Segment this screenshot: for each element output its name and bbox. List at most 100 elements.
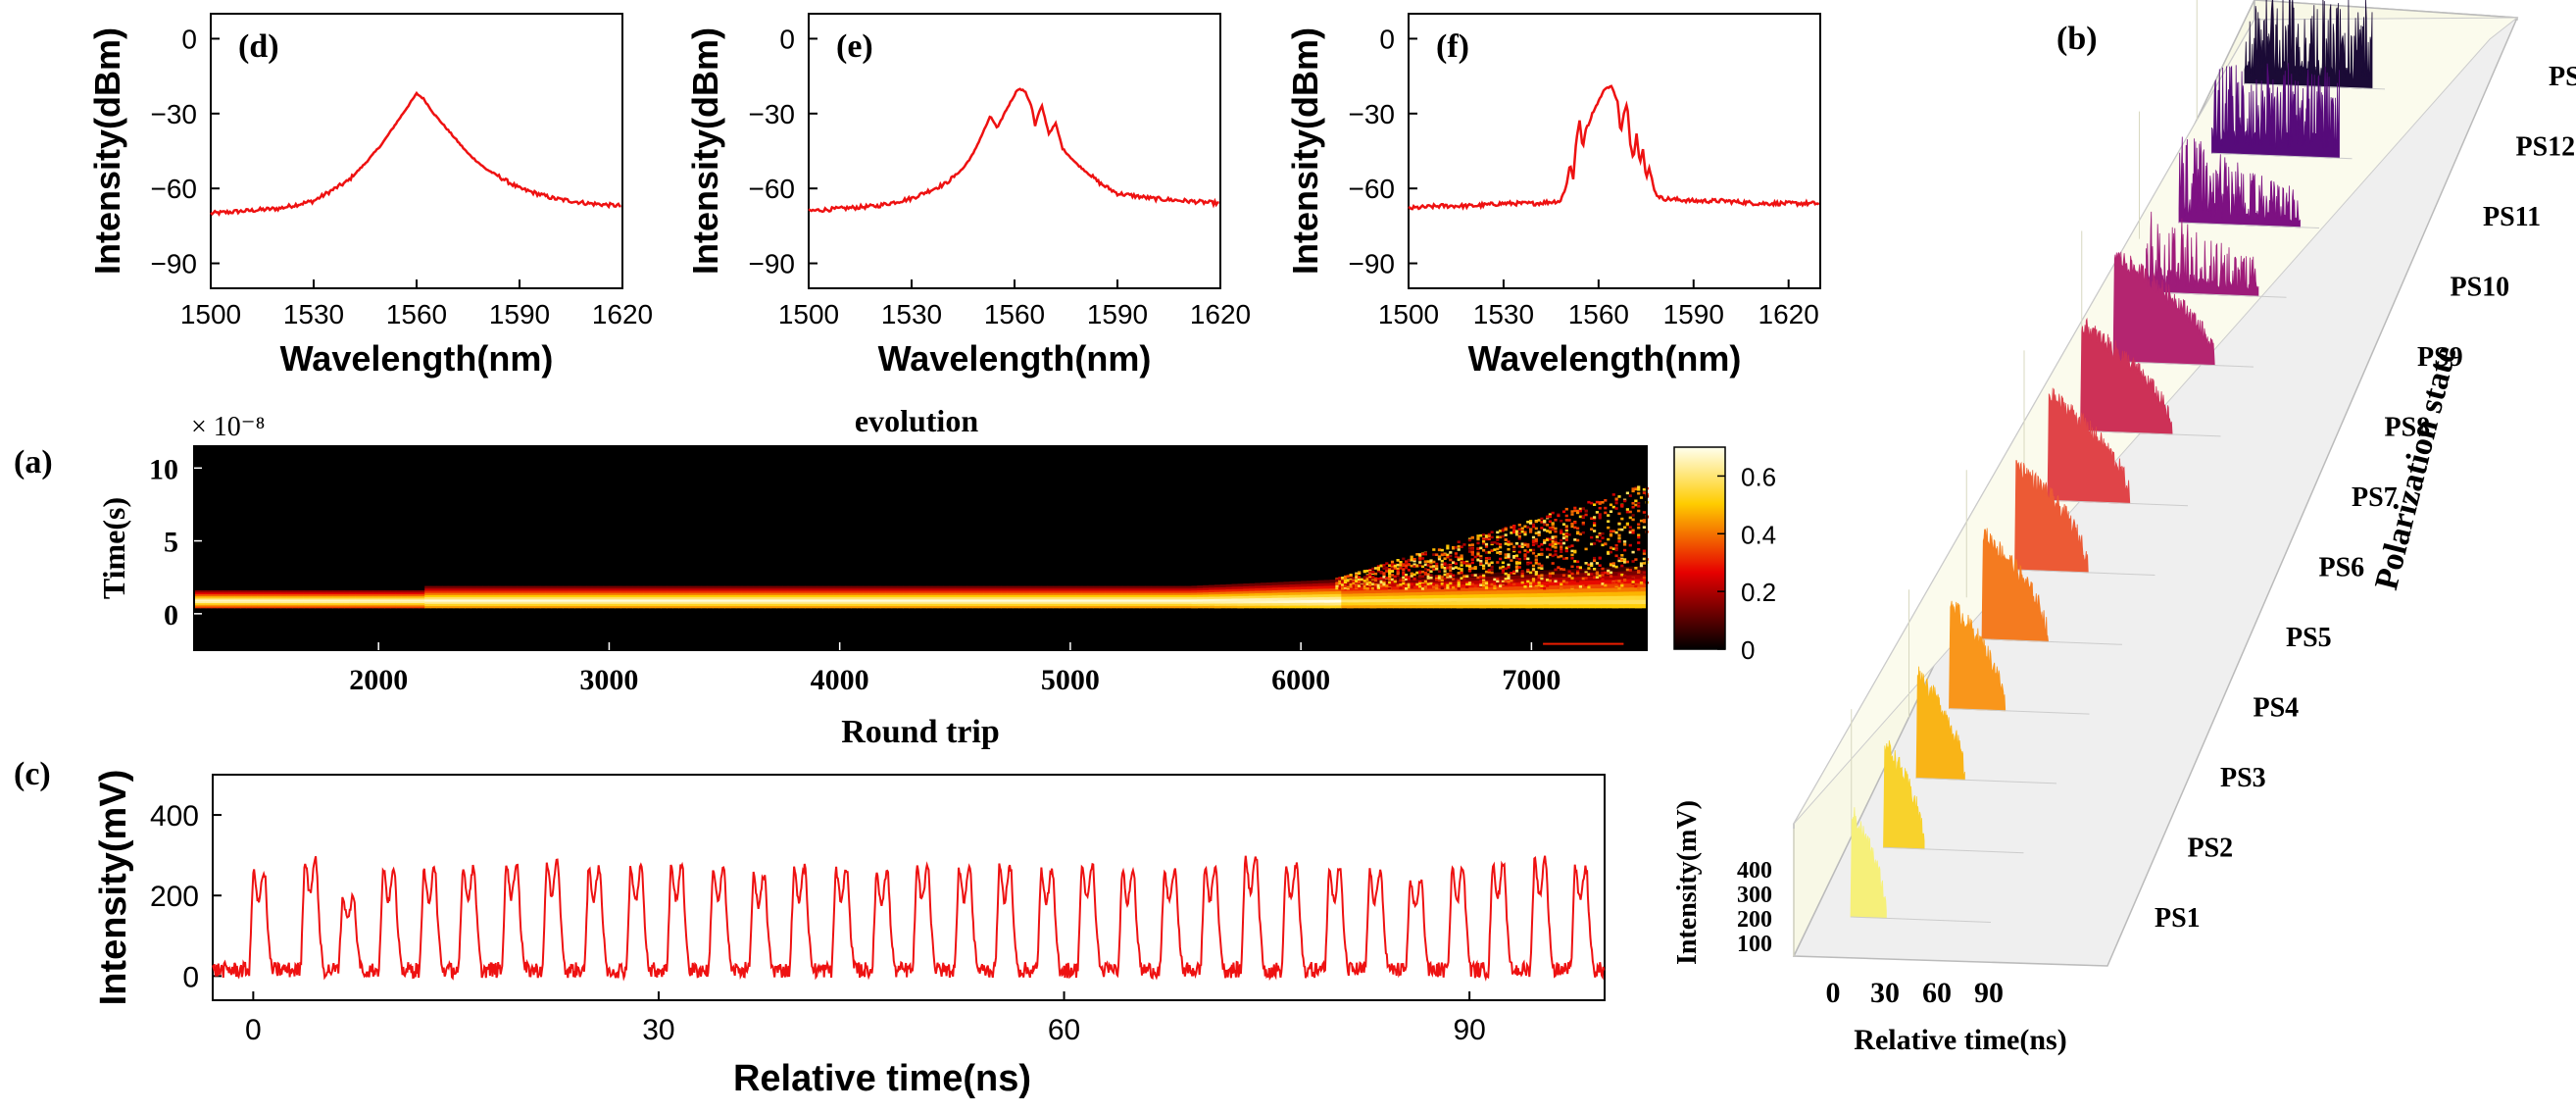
heatmap-cell — [1617, 571, 1625, 576]
heatmap-cell — [274, 590, 281, 593]
heatmap-cell — [349, 600, 357, 603]
heatmap-cell — [338, 597, 345, 600]
heatmap-cell — [609, 596, 616, 600]
heatmap-cell — [925, 601, 933, 604]
heatmap-cell — [407, 591, 415, 595]
heatmap-cell — [707, 603, 714, 607]
heatmap-cell — [585, 603, 593, 607]
colorbar-tick-label: 0.2 — [1741, 578, 1776, 607]
heatmap-cell — [1465, 564, 1469, 568]
heatmap-cell — [1323, 587, 1331, 592]
heatmap-cell — [925, 594, 933, 598]
heatmap-cell — [1623, 599, 1630, 605]
heatmap-cell — [943, 599, 950, 602]
heatmap-cell — [925, 592, 933, 595]
heatmap-cell — [343, 595, 351, 598]
heatmap-cell — [390, 593, 397, 596]
heatmap-cell — [1576, 560, 1580, 564]
heatmap-cell — [476, 605, 483, 609]
heatmap-cell — [1487, 564, 1491, 567]
heatmap-cell — [1243, 598, 1250, 601]
heatmap-cell — [874, 594, 881, 598]
heatmap-cell — [603, 590, 610, 593]
heatmap-cell — [1081, 590, 1089, 593]
heatmap-cell — [1452, 578, 1456, 581]
heatmap-cell — [799, 587, 806, 591]
heatmap-cell — [419, 600, 425, 603]
heatmap-cell — [194, 597, 201, 600]
heatmap-cell — [1352, 583, 1356, 587]
heatmap-cell — [811, 599, 817, 602]
heatmap-cell — [1075, 587, 1083, 591]
heatmap-cell — [367, 602, 373, 605]
heatmap-cell — [1620, 554, 1624, 557]
heatmap-cell — [563, 594, 570, 598]
heatmap-cell — [419, 604, 425, 607]
heatmap-cell — [228, 595, 235, 598]
heatmap-cell — [217, 600, 223, 603]
heatmap-cell — [1335, 584, 1339, 588]
heatmap-cell — [1410, 585, 1417, 589]
heatmap-cell — [678, 599, 685, 602]
heatmap-cell — [292, 599, 299, 602]
heatmap-cell — [1029, 603, 1037, 607]
heatmap-cell — [1343, 584, 1348, 588]
heatmap-cell — [735, 592, 743, 595]
heatmap-cell — [280, 591, 287, 595]
heatmap-cell — [390, 606, 397, 609]
heatmap-cell — [1283, 591, 1290, 595]
heatmap-cell — [845, 605, 852, 609]
heatmap-cell — [1476, 541, 1480, 545]
heatmap-cell — [805, 605, 812, 609]
heatmap-cell — [1341, 582, 1345, 584]
heatmap-cell — [1405, 566, 1409, 570]
heatmap-cell — [395, 595, 403, 598]
heatmap-cell — [372, 602, 379, 605]
heatmap-cell — [1507, 563, 1511, 567]
heatmap-cell — [1219, 596, 1227, 599]
heatmap-cell — [453, 603, 461, 607]
heatmap-cell — [983, 603, 991, 607]
heatmap-cell — [609, 599, 616, 602]
heatmap-cell — [1531, 551, 1536, 555]
heatmap-cell — [971, 599, 979, 602]
heatmap-cell — [1551, 545, 1555, 548]
heatmap-cell — [701, 599, 708, 602]
heatmap-cell — [759, 605, 766, 609]
heatmap-cell — [1496, 547, 1500, 551]
heatmap-cell — [1590, 542, 1594, 546]
heatmap-cell — [1631, 531, 1635, 534]
heatmap-cell — [1560, 569, 1567, 574]
heatmap-cell — [1341, 593, 1348, 597]
heatmap-cell — [1343, 582, 1348, 586]
heatmap-cell — [1631, 505, 1635, 509]
heatmap-cell — [453, 592, 461, 595]
heatmap-cell — [1157, 603, 1164, 607]
heatmap-cell — [1593, 517, 1597, 521]
heatmap-cell — [395, 599, 403, 602]
heatmap-cell — [615, 592, 621, 595]
heatmap-cell — [343, 593, 351, 596]
heatmap-cell — [1335, 593, 1342, 597]
heatmap-cell — [361, 599, 368, 602]
heatmap-cell — [1512, 570, 1516, 574]
heatmap-cell — [1341, 605, 1348, 609]
heatmap-cell — [753, 603, 760, 607]
heatmap-cell — [1047, 599, 1054, 602]
heatmap-cell — [868, 587, 875, 591]
heatmap-cell — [482, 587, 489, 591]
heatmap-cell — [649, 587, 657, 591]
heatmap-cell — [597, 585, 605, 589]
heatmap-cell — [534, 585, 541, 589]
heatmap-cell — [1445, 594, 1452, 599]
heatmap-cell — [695, 594, 703, 598]
heatmap-cell — [569, 592, 575, 595]
heatmap-cell — [1520, 542, 1524, 545]
heatmap-cell — [1277, 600, 1285, 603]
heatmap-cell — [1179, 601, 1187, 604]
heatmap-cell — [1479, 590, 1486, 595]
heatmap-cell — [591, 596, 599, 600]
heatmap-cell — [620, 601, 627, 604]
heatmap-cell — [1418, 558, 1422, 561]
heatmap-cell — [1609, 530, 1613, 532]
